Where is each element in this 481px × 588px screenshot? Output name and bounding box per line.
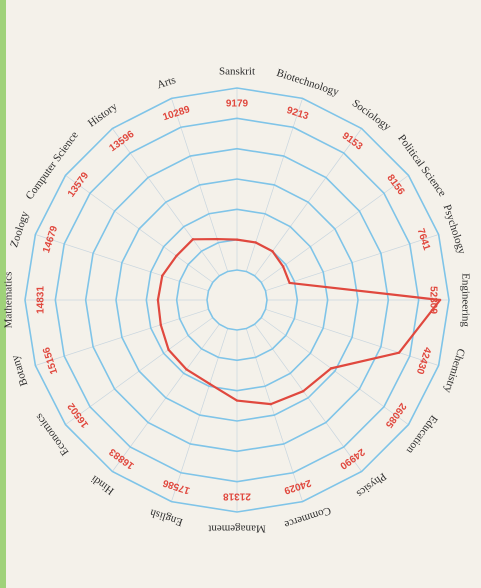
category-label-commerce: Commerce: [283, 504, 333, 530]
data-point-education: [329, 367, 333, 370]
data-point-sociology: [271, 250, 274, 253]
data-point-hindi: [185, 368, 188, 371]
value-label-history: 13596: [107, 129, 136, 155]
category-label-education: Education: [404, 413, 440, 457]
category-label-botany: Botany: [9, 353, 30, 387]
grid-ring-0: [206, 269, 268, 331]
data-point-biotechnology: [254, 241, 257, 244]
data-point-zoology: [161, 274, 164, 277]
value-label-economics: 16502: [66, 400, 92, 429]
chart-series: [156, 237, 442, 406]
category-label-physics: Physics: [354, 470, 388, 499]
data-point-english: [208, 382, 211, 386]
value-label-education: 26085: [383, 401, 409, 430]
category-label-hindi: Hindi: [89, 473, 116, 497]
grid-ring-3: [115, 178, 359, 422]
data-point-chemistry: [397, 351, 401, 354]
data-point-political-science: [281, 265, 285, 268]
value-label-management: 21318: [223, 490, 251, 501]
data-point-botany: [159, 323, 162, 326]
category-label-history: History: [86, 100, 120, 129]
category-label-arts: Arts: [156, 74, 178, 91]
value-label-engineering: 52309: [427, 286, 438, 314]
value-label-zoology: 14679: [41, 224, 60, 254]
value-label-sociology: 9153: [340, 131, 365, 153]
category-label-engineering: Engineering: [459, 273, 471, 327]
category-label-economics: Economics: [33, 411, 71, 458]
category-label-mathematics: Mathematics: [3, 272, 15, 329]
grid-ring-4: [84, 147, 390, 453]
value-label-arts: 10289: [162, 104, 192, 123]
category-label-psychology: Psychology: [441, 203, 468, 256]
value-label-hindi: 16883: [107, 446, 136, 472]
data-point-economics: [167, 348, 170, 351]
value-label-sanskrit: 9179: [226, 99, 249, 110]
value-label-chemistry: 42430: [414, 346, 433, 376]
left-edge-strip: [0, 0, 6, 588]
data-point-engineering: [438, 298, 442, 302]
value-label-psychology: 7641: [415, 227, 432, 252]
data-point-management: [235, 399, 239, 402]
data-point-arts: [216, 237, 219, 241]
category-label-sanskrit: Sanskrit: [219, 66, 255, 78]
chart-grid: [24, 87, 450, 513]
data-point-mathematics: [156, 298, 160, 302]
value-label-political-science: 8156: [384, 173, 406, 198]
data-point-physics: [302, 389, 305, 393]
data-point-sanskrit: [235, 238, 239, 241]
data-point-psychology: [288, 281, 291, 285]
data-point-commerce: [269, 402, 273, 406]
value-label-computer-science: 13579: [66, 170, 92, 199]
grid-ring-5: [54, 117, 420, 483]
category-label-biotechnology: Biotechnology: [275, 67, 341, 99]
category-label-sociology: Sociology: [350, 97, 394, 133]
value-label-commerce: 24029: [282, 477, 312, 496]
value-label-english: 17586: [161, 477, 191, 496]
category-label-zoology: Zoology: [8, 209, 31, 249]
category-label-english: English: [148, 506, 184, 528]
data-point-history: [191, 238, 195, 241]
value-label-biotechnology: 9213: [285, 105, 310, 122]
category-label-management: Management: [208, 522, 265, 534]
data-point-computer-science: [175, 254, 178, 258]
value-label-physics: 24990: [337, 446, 366, 472]
value-label-mathematics: 14831: [36, 286, 47, 314]
grid-ring-6: [24, 87, 450, 513]
grid-ring-2: [145, 208, 329, 392]
value-label-botany: 15156: [41, 345, 60, 375]
category-label-chemistry: Chemistry: [441, 347, 467, 395]
